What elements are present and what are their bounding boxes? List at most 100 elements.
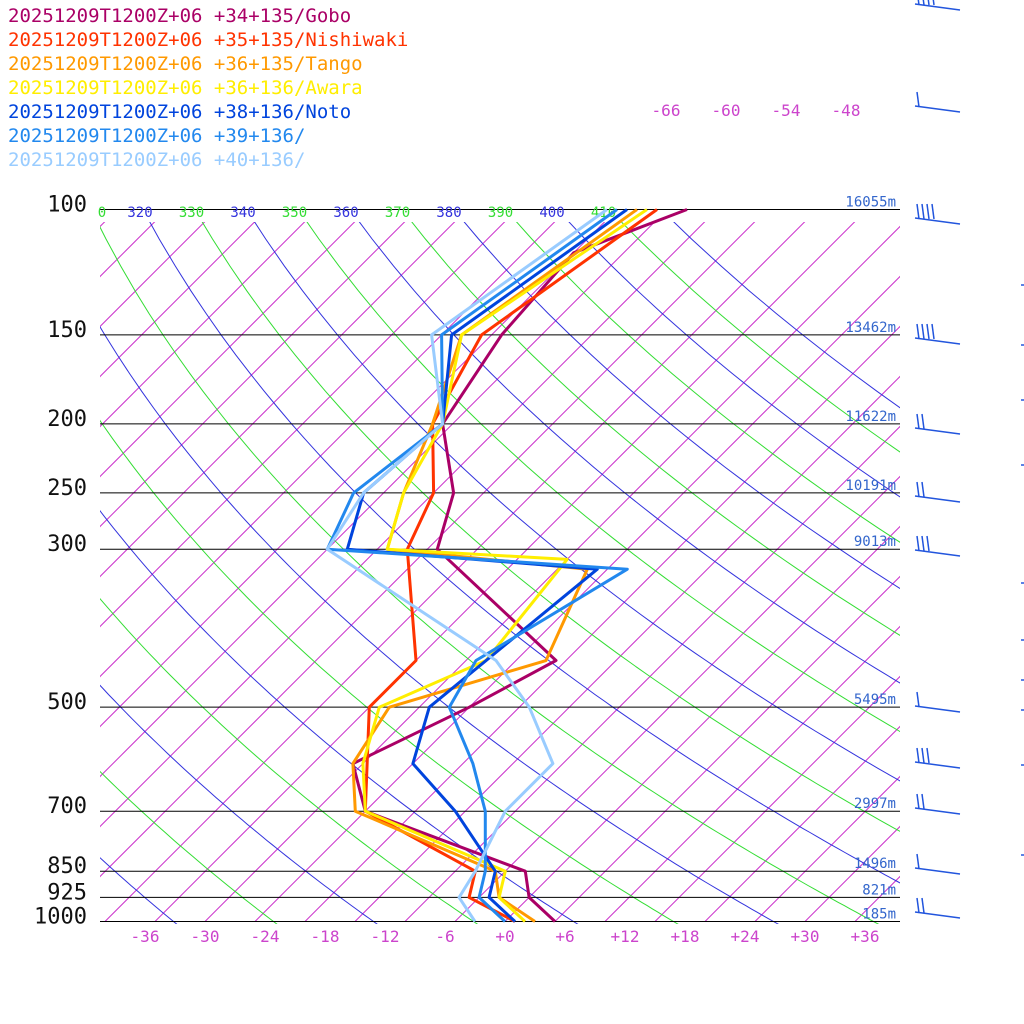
temperature-tick-label: +36 (851, 927, 880, 946)
temperature-tick-label: +6 (555, 927, 574, 946)
isotherm-line (100, 222, 256, 378)
temperature-tick-label: +24 (731, 927, 760, 946)
theta-label: 330 (179, 205, 204, 221)
pressure-label: 200 (47, 407, 87, 432)
legend-entry: 20251209T1200Z+06 +36+136/Awara (8, 77, 363, 99)
dry-adiabat-line (515, 222, 900, 543)
isotherm-line (955, 177, 1024, 922)
temperature-tick-label: -6 (435, 927, 454, 946)
legend-entry: 20251209T1200Z+06 +38+136/Noto (8, 101, 352, 123)
theta-label: 370 (385, 205, 410, 221)
dry-adiabat-line (100, 770, 278, 924)
wind-barb-icon (914, 691, 961, 713)
dry-adiabat-line (620, 222, 900, 453)
isotherm-line (0, 177, 50, 922)
pressure-label: 700 (47, 794, 87, 819)
wind-barb-icon (914, 413, 961, 435)
temperature-tick-label: +30 (791, 927, 820, 946)
wind-barb-icon (914, 323, 961, 345)
temperature-tick-label: -12 (371, 927, 400, 946)
temperature-tick-label: +0 (495, 927, 514, 946)
pressure-label: 250 (47, 476, 87, 501)
axes: 100 16055m 150 13462m 200 11622m 250 10191m 300 9… (34, 101, 900, 946)
wind-barbs (914, 0, 1024, 919)
dry-adiabat-line (306, 222, 900, 733)
pressure-label: 300 (47, 532, 87, 557)
legend-entry: 20251209T1200Z+06 +39+136/ (8, 125, 306, 147)
pressure-label: 1000 (34, 905, 87, 930)
dry-adiabat-line (463, 222, 900, 590)
wind-barb-icon (914, 853, 961, 875)
isotherm-line (654, 675, 900, 922)
dry-adiabat-line (411, 222, 900, 636)
wind-barb-icon (914, 793, 961, 815)
isotherm-line (604, 625, 900, 922)
temperature-tick-label: +18 (671, 927, 700, 946)
temperature-tick-label: -18 (311, 927, 340, 946)
temperature-tick-label: +12 (611, 927, 640, 946)
isotherm-line (100, 222, 406, 528)
height-label: 185m (862, 907, 896, 923)
dry-adiabat-line (201, 222, 900, 832)
isotherm-line (100, 222, 356, 478)
legend-entry: 20251209T1200Z+06 +36+135/Tango (8, 53, 363, 75)
series-line (351, 208, 688, 923)
isotherm-line (100, 222, 306, 428)
height-label: 2997m (854, 796, 896, 812)
series-line (351, 208, 638, 923)
theta-label: 0 (98, 205, 106, 221)
isotherm-line (704, 725, 900, 922)
isotherm-line (1005, 177, 1024, 922)
height-label: 10191m (845, 478, 896, 494)
height-label: 1496m (854, 856, 896, 872)
theta-label: 360 (333, 205, 358, 221)
legend-entry: 20251209T1200Z+06 +40+136/ (8, 149, 306, 171)
theta-label: 340 (230, 205, 255, 221)
isotherm-label: -60 (712, 101, 741, 120)
pressure-label: 100 (47, 193, 87, 218)
height-label: 16055m (845, 195, 896, 211)
wind-barb-icon (914, 91, 961, 113)
theta-label: 390 (488, 205, 513, 221)
temperature-tick-label: -24 (251, 927, 280, 946)
series (325, 208, 688, 923)
height-label: 9013m (854, 534, 896, 550)
dry-adiabat-line (100, 419, 679, 924)
temperature-tick-label: -30 (191, 927, 220, 946)
isotherm-line (554, 575, 900, 922)
isotherm-label: -48 (832, 101, 861, 120)
theta-label: 400 (539, 205, 564, 221)
isotherm-line (100, 222, 206, 328)
isotherm-line (905, 177, 1024, 922)
isotherm-label: -66 (652, 101, 681, 120)
dry-adiabat-line (100, 597, 479, 924)
dry-adiabat-line (358, 222, 900, 684)
pressure-label: 850 (47, 854, 87, 879)
dry-adiabat-line (254, 222, 900, 782)
dry-adiabat-line (100, 684, 378, 924)
isotherm-line (754, 775, 900, 922)
dry-adiabat-line (100, 510, 579, 924)
wind-barb-icon (914, 747, 961, 769)
theta-label: 350 (282, 205, 307, 221)
grid (0, 177, 1024, 924)
dry-adiabat-line (673, 222, 900, 409)
wind-barb-icon (914, 535, 961, 557)
height-label: 5495m (854, 692, 896, 708)
pressure-label: 925 (47, 880, 87, 905)
pressure-label: 500 (47, 690, 87, 715)
dry-adiabat-line (568, 222, 900, 498)
height-label: 821m (862, 882, 896, 898)
dry-adiabat-line (100, 226, 880, 924)
height-label: 13462m (845, 320, 896, 336)
dry-adiabat-line (100, 325, 779, 924)
isotherm-label: -54 (772, 101, 801, 120)
legend-entry: 20251209T1200Z+06 +34+135/Gobo (8, 5, 352, 27)
dry-adiabat-line (149, 222, 900, 884)
pressure-label: 150 (47, 318, 87, 343)
dry-adiabat-line (100, 857, 178, 924)
series-line (325, 208, 608, 923)
height-label: 11622m (845, 409, 896, 425)
wind-barb-icon (914, 203, 961, 225)
